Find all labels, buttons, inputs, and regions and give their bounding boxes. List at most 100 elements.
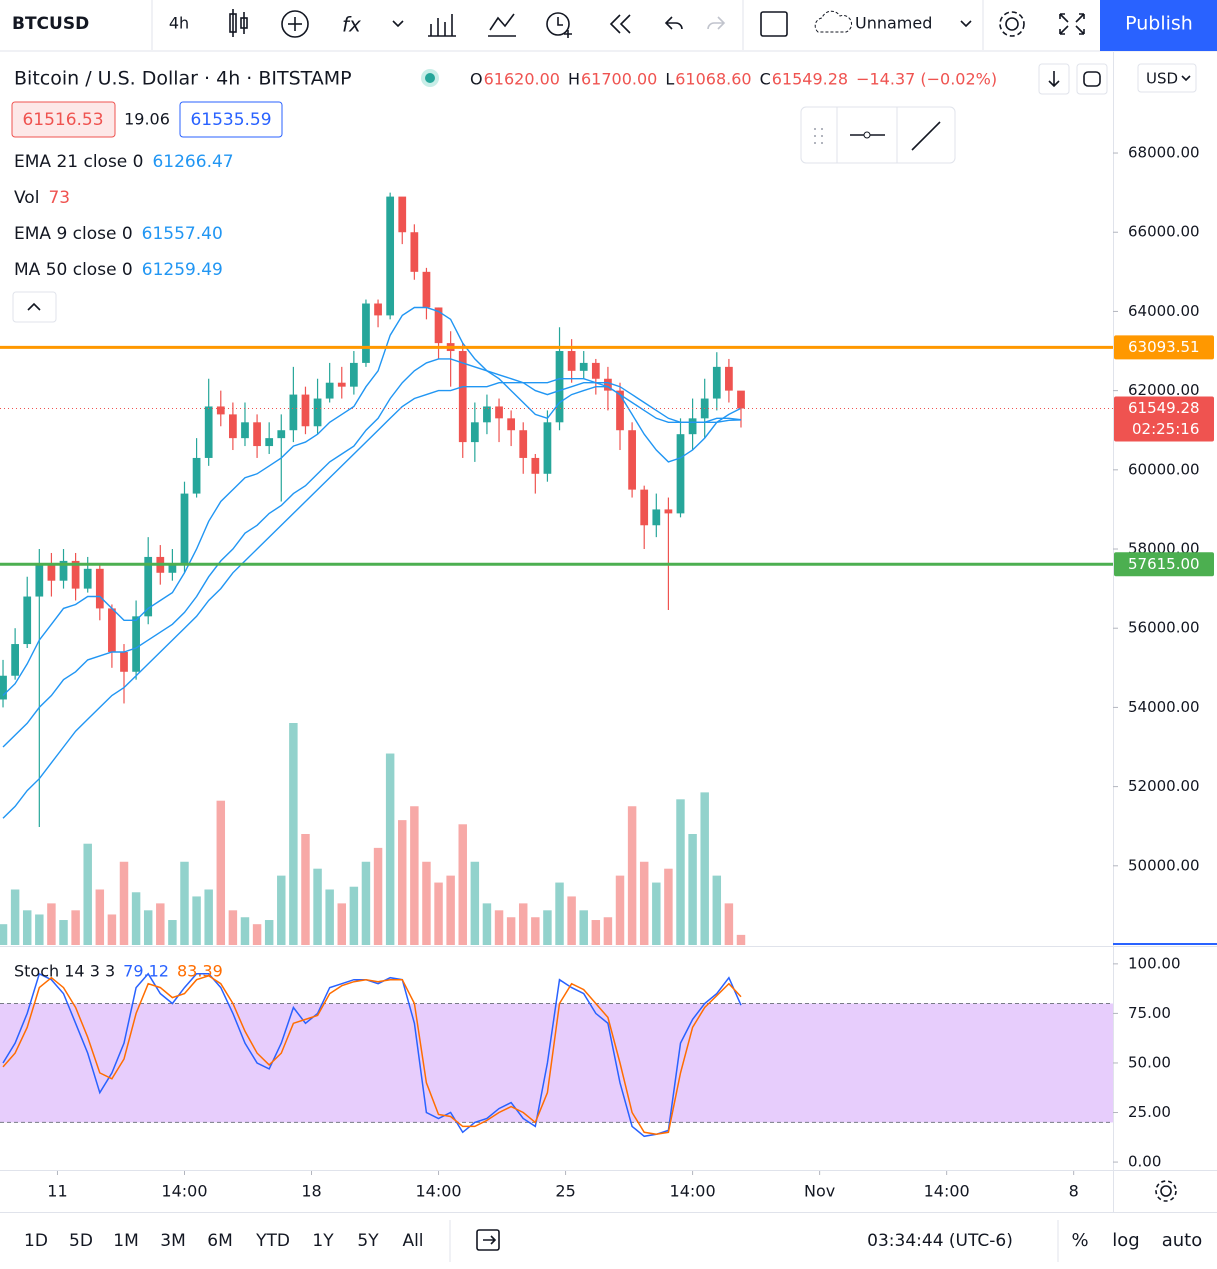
sync-icon[interactable] bbox=[1083, 71, 1101, 87]
candle-body bbox=[507, 418, 516, 431]
x-tick-label: 18 bbox=[301, 1182, 321, 1201]
candle-body bbox=[616, 390, 624, 431]
axis-settings-icon[interactable] bbox=[1155, 1180, 1177, 1202]
stoch-line bbox=[2, 974, 742, 1136]
y-tick-label: 75.00 bbox=[1128, 1004, 1171, 1022]
candle-body bbox=[23, 596, 32, 645]
candle-body bbox=[71, 560, 80, 589]
ask[interactable]: 61535.59 bbox=[190, 110, 271, 130]
currency[interactable]: USD bbox=[1146, 70, 1178, 88]
range-button[interactable]: All bbox=[402, 1231, 423, 1251]
fullscreen-icon[interactable] bbox=[760, 11, 788, 37]
drag-handle[interactable] bbox=[814, 128, 823, 144]
candle-body bbox=[241, 422, 249, 439]
price-pane bbox=[0, 192, 1113, 945]
y-tick-label: 68000.00 bbox=[1128, 144, 1200, 162]
layout-dropdown[interactable] bbox=[960, 20, 972, 28]
redo-icon[interactable] bbox=[707, 16, 726, 30]
ask-box[interactable] bbox=[179, 101, 283, 138]
candle-body bbox=[458, 351, 467, 443]
candle-body bbox=[386, 196, 395, 316]
candle-body bbox=[567, 351, 576, 371]
bid-box[interactable] bbox=[11, 101, 116, 138]
range-button[interactable]: 1D bbox=[24, 1231, 48, 1251]
date-range-icon[interactable] bbox=[476, 1229, 500, 1251]
range-button[interactable]: 1Y bbox=[312, 1231, 334, 1251]
dropdown-icon[interactable] bbox=[392, 20, 404, 28]
stoch-value: 83.39 bbox=[177, 962, 223, 981]
auto-toggle[interactable]: auto bbox=[1162, 1230, 1203, 1251]
replay-chart-icon[interactable] bbox=[488, 13, 516, 37]
candles-icon[interactable] bbox=[229, 9, 248, 37]
volume-bar bbox=[216, 800, 226, 945]
cloud-icon[interactable] bbox=[814, 10, 853, 33]
snapshot-icon[interactable] bbox=[1059, 13, 1085, 35]
symbol[interactable]: BTCUSD bbox=[12, 14, 89, 34]
candle-body bbox=[604, 378, 612, 391]
volume-bar bbox=[204, 889, 213, 945]
indicators-icon[interactable]: fx bbox=[342, 13, 361, 37]
y-tick-label: 54000.00 bbox=[1128, 698, 1200, 716]
alert-icon[interactable] bbox=[546, 12, 572, 38]
candle-body bbox=[349, 362, 358, 387]
horizontal-line-label-box bbox=[1114, 335, 1214, 360]
currency-dropdown[interactable] bbox=[1181, 75, 1191, 82]
y-tick-label: 50000.00 bbox=[1128, 856, 1200, 874]
interval[interactable]: 4h bbox=[169, 14, 189, 33]
range-button[interactable]: 3M bbox=[160, 1231, 185, 1251]
scroll-icon[interactable] bbox=[1048, 71, 1060, 88]
replay-icon[interactable] bbox=[609, 14, 631, 34]
collapse-button[interactable] bbox=[12, 291, 57, 323]
candle-body bbox=[289, 394, 298, 431]
undo-icon[interactable] bbox=[664, 16, 683, 30]
y-tick-label: 62000.00 bbox=[1128, 381, 1200, 399]
templates-icon[interactable] bbox=[428, 14, 456, 37]
currency-button[interactable] bbox=[1137, 63, 1197, 93]
percent-toggle[interactable]: % bbox=[1071, 1230, 1088, 1251]
publish-button[interactable] bbox=[1100, 0, 1217, 51]
x-tick-label: 11 bbox=[47, 1182, 67, 1201]
range-button[interactable]: 1M bbox=[113, 1231, 138, 1251]
horizontal-line-dot[interactable] bbox=[863, 131, 871, 139]
volume-bar bbox=[506, 917, 516, 945]
spread: 19.06 bbox=[124, 110, 170, 129]
drawing-floating-toolbar bbox=[800, 106, 956, 164]
candle-body bbox=[144, 556, 153, 617]
settings-icon[interactable] bbox=[999, 11, 1025, 37]
sync-button[interactable] bbox=[1076, 63, 1108, 95]
x-tick-label: 14:00 bbox=[670, 1182, 716, 1201]
volume-bar bbox=[676, 799, 685, 945]
volume-bar bbox=[264, 920, 274, 945]
log-toggle[interactable]: log bbox=[1112, 1230, 1139, 1251]
candle-body bbox=[168, 564, 177, 573]
ohlc-value: 61068.60 bbox=[675, 70, 751, 89]
compare-icon[interactable] bbox=[281, 10, 309, 38]
candle-body bbox=[688, 418, 697, 435]
bid[interactable]: 61516.53 bbox=[22, 110, 103, 130]
clock[interactable]: 03:34:44 (UTC-6) bbox=[867, 1231, 1013, 1251]
candle-body bbox=[712, 366, 721, 399]
candle-body bbox=[120, 651, 128, 672]
y-tick-label: 66000.00 bbox=[1128, 223, 1200, 241]
trend-line-tool[interactable] bbox=[911, 121, 941, 151]
candle-body bbox=[301, 394, 310, 427]
range-button[interactable]: 5Y bbox=[357, 1231, 379, 1251]
publish-label[interactable]: Publish bbox=[1125, 13, 1193, 35]
candle-body bbox=[737, 390, 745, 409]
layout-name[interactable]: Unnamed bbox=[855, 14, 932, 33]
candle-body bbox=[591, 362, 600, 379]
volume-bar bbox=[579, 910, 588, 945]
ohlc-key: C bbox=[760, 70, 771, 89]
indicator-name: MA 50 close 0 bbox=[14, 260, 133, 280]
volume-bar bbox=[603, 917, 613, 945]
candle-body bbox=[519, 430, 528, 458]
candle-body bbox=[362, 303, 370, 363]
candle-body bbox=[83, 568, 92, 589]
range-button[interactable]: 6M bbox=[207, 1231, 232, 1251]
range-button[interactable]: 5D bbox=[69, 1231, 93, 1251]
volume-bar bbox=[567, 896, 576, 945]
collapse-icon[interactable] bbox=[27, 302, 41, 311]
volume-bar bbox=[482, 903, 492, 945]
range-button[interactable]: YTD bbox=[255, 1231, 290, 1251]
